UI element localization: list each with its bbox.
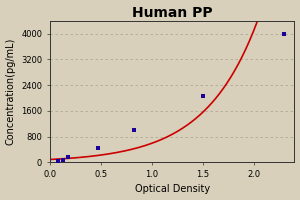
Point bbox=[132, 128, 137, 132]
Point bbox=[95, 146, 100, 149]
Y-axis label: Concentration(pg/mL): Concentration(pg/mL) bbox=[6, 38, 16, 145]
Point bbox=[66, 156, 70, 159]
Title: Human PP: Human PP bbox=[132, 6, 212, 20]
Point bbox=[200, 95, 205, 98]
X-axis label: Optical Density: Optical Density bbox=[135, 184, 210, 194]
Point bbox=[282, 32, 287, 35]
Point bbox=[61, 158, 65, 161]
Point bbox=[56, 160, 60, 163]
